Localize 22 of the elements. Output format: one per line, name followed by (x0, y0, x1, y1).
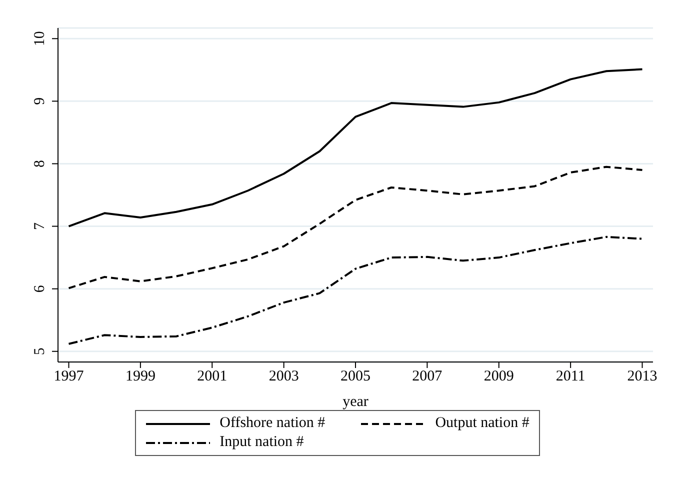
x-tick-label: 1999 (125, 368, 156, 385)
y-tick-label: 5 (32, 348, 48, 356)
y-tick-label: 8 (32, 160, 48, 168)
x-tick-label: 2003 (268, 368, 299, 385)
line-series (68, 236, 644, 345)
x-axis-title: year (342, 394, 368, 410)
legend-label: Offshore nation # (220, 415, 326, 432)
x-tick-label: 2009 (484, 368, 514, 385)
legend-label: Input nation # (220, 434, 304, 451)
x-tick-label: 2005 (340, 368, 370, 385)
legend-label: Output nation # (435, 415, 530, 432)
x-tick-label: 2013 (627, 368, 658, 385)
line-series (68, 68, 644, 228)
y-tick-label: 9 (32, 97, 48, 105)
y-tick-label: 7 (32, 222, 48, 230)
x-tick-label: 2007 (412, 368, 443, 385)
x-tick-label: 1997 (54, 368, 84, 385)
x-tick-label: 2011 (556, 368, 586, 385)
y-tick-label: 10 (32, 31, 48, 46)
line-series (68, 166, 644, 290)
x-tick-label: 2001 (197, 368, 228, 385)
y-tick-label: 6 (32, 284, 48, 293)
